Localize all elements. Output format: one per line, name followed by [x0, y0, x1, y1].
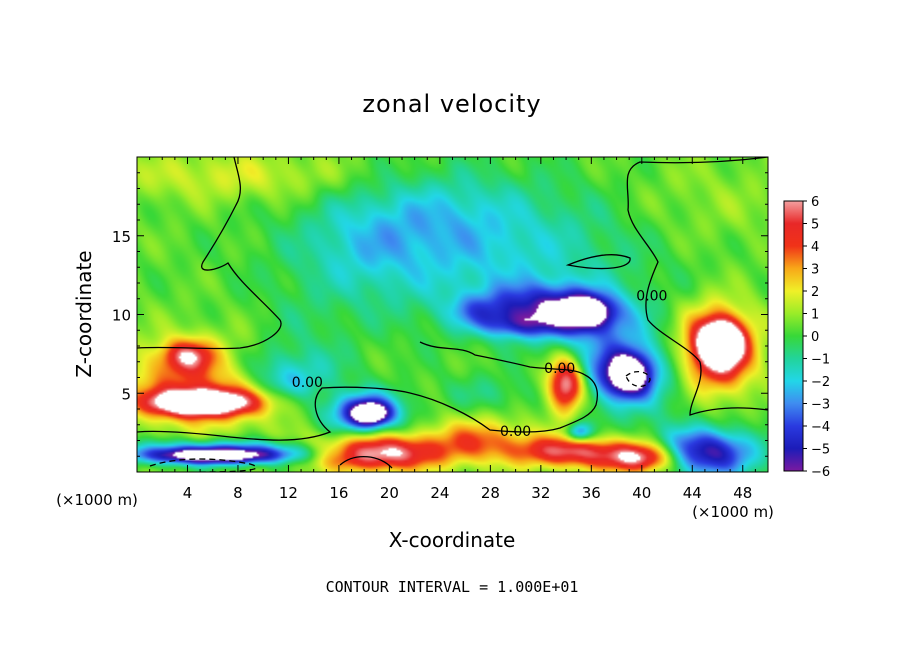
contour-line — [137, 341, 599, 441]
y-axis-label: Z-coordinate — [72, 250, 96, 377]
contour-line — [137, 157, 282, 350]
colorbar-label: −6 — [811, 465, 830, 480]
contour-interval-note: CONTOUR INTERVAL = 1.000E+01 — [326, 578, 579, 596]
contour-label: 0.00 — [292, 375, 323, 391]
x-tick-label: 48 — [733, 484, 752, 502]
x-tick-label: 16 — [329, 484, 348, 502]
contour-line — [149, 458, 257, 472]
chart-title: zonal velocity — [362, 90, 541, 118]
x-tick-label: 32 — [531, 484, 550, 502]
x-tick-label: 4 — [183, 484, 193, 502]
contour-label: 0.00 — [500, 424, 531, 440]
colorbar-label: −5 — [811, 443, 830, 458]
y-tick-label: 15 — [112, 228, 131, 246]
x-axis-label: X-coordinate — [389, 528, 516, 552]
y-axis-ticks: 5 10 15 — [112, 172, 768, 457]
colorbar-label: −4 — [811, 420, 830, 435]
y-tick-label: 5 — [121, 385, 131, 403]
colorbar-label: 0 — [811, 330, 819, 345]
y-tick-label: 10 — [112, 307, 131, 325]
colorbar-label: 6 — [811, 195, 819, 210]
colorbar-label: 4 — [811, 240, 819, 255]
heatmap-field — [137, 157, 768, 472]
colorbar-label: −1 — [811, 353, 830, 368]
colorbar-labels: 6 5 4 3 2 1 0 −1 −2 −3 −4 −5 −6 — [803, 195, 830, 480]
x-tick-label: 12 — [279, 484, 298, 502]
colorbar — [783, 200, 804, 472]
contour-line — [625, 370, 651, 387]
contour-label: 0.00 — [636, 289, 667, 305]
colorbar-label: 2 — [811, 285, 819, 300]
x-tick-label: 8 — [233, 484, 243, 502]
colorbar-label: −2 — [811, 375, 830, 390]
x-tick-label: 44 — [683, 484, 702, 502]
colorbar-label: −3 — [811, 398, 830, 413]
colorbar-label: 1 — [811, 308, 819, 323]
contour-labels: 0.00 0.00 0.00 0.00 — [292, 289, 668, 440]
x-unit-left: (×1000 m) — [56, 491, 138, 509]
x-unit-right: (×1000 m) — [692, 503, 774, 521]
colorbar-label: 3 — [811, 263, 819, 278]
x-tick-label: 36 — [582, 484, 601, 502]
x-tick-label: 28 — [481, 484, 500, 502]
x-tick-label: 20 — [380, 484, 399, 502]
contour-line — [565, 254, 631, 270]
x-axis-ticks: 4 8 12 16 20 24 28 32 36 40 44 48 — [149, 157, 756, 502]
x-tick-label: 24 — [430, 484, 449, 502]
contour-line — [339, 456, 393, 469]
contour-label: 0.00 — [544, 361, 575, 377]
x-tick-label: 40 — [632, 484, 651, 502]
colorbar-label: 5 — [811, 218, 819, 233]
